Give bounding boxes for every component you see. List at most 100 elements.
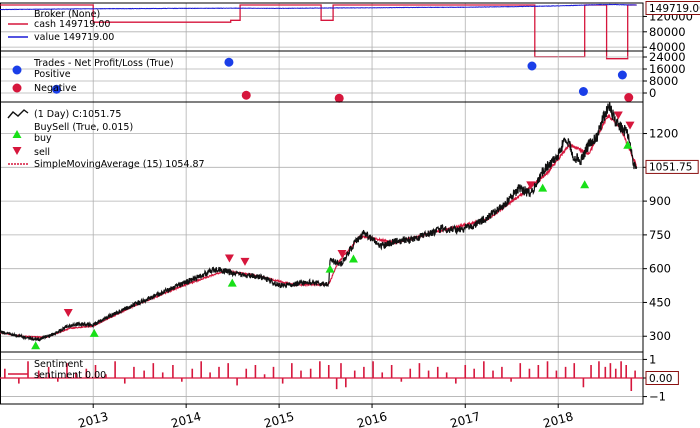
sentiment-bar-57 [528,368,531,378]
sentiment-bar-3 [37,370,40,378]
sentiment-bar-44 [409,368,412,378]
sentiment-bar-22 [218,366,220,378]
sentiment-bar-28 [272,366,275,378]
buy-marker-1 [89,328,99,337]
sentiment-bar-4 [47,366,50,378]
price-panel: 30045060075090010501200(1 Day) C:1051.75… [0,101,699,353]
sentiment-ytick-label: −1 [649,390,666,404]
sentiment-bar-51 [473,368,475,378]
close-legend-swatch [7,109,29,119]
price-frame [0,101,644,353]
sentiment-bar-20 [200,361,202,378]
sentiment-bar-72 [634,370,636,378]
negative-legend-label: Negative [34,83,77,94]
sell-marker-1 [224,254,234,263]
negative-trade-0 [241,90,251,100]
price-ytick-label: 450 [649,295,671,309]
sell-marker-0 [63,309,73,318]
value-legend-label: value 149719.00 [34,32,114,43]
sentiment-bar-36 [340,363,342,378]
sentiment-bar-2 [27,361,29,378]
sell-marker-3 [337,250,347,259]
negative-legend-marker [12,83,22,93]
buy-marker-2 [227,278,237,287]
price-last-value-box [645,159,699,174]
sentiment-legend-label: sentiment 0.00 [34,370,106,381]
sentiment-bar-41 [381,372,384,378]
sentiment-bar-17 [172,365,174,378]
sentiment-bar-59 [546,361,549,378]
buy-marker-7 [623,140,633,149]
x-tick-label-2014: 2014 [170,409,203,428]
positive-trade-4 [617,70,627,80]
value-line [0,3,637,11]
sentiment-bar-32 [309,368,312,378]
sentiment-bar-1 [18,378,20,384]
broker-ytick-label: 40000 [649,40,686,54]
sentiment-bar-66 [604,366,607,378]
broker-last-value-box [645,1,700,15]
trades-ytick-label: 16000 [649,62,686,76]
sentiment-bar-11 [114,361,116,378]
sentiment-bar-54 [501,366,503,378]
price-legend-title: (1 Day) C:1051.75 [34,109,121,120]
positive-trade-0 [52,84,62,94]
negative-trade-2 [624,93,634,102]
sentiment-bar-64 [590,365,592,378]
sentiment-bar-40 [372,361,374,378]
buy-legend-marker [12,130,22,138]
trades-legend-title: Trades - Net Profit/Loss (True) [33,58,174,69]
sentiment-bar-62 [573,363,576,378]
price-ytick-label: 750 [649,228,671,242]
sentiment-bar-0 [4,368,6,378]
sentiment-bar-70 [625,365,627,378]
price-last-value: 1051.75 [649,162,692,174]
price-ytick-label: 900 [649,194,671,208]
sentiment-bar-12 [123,378,126,384]
x-tick-label-2016: 2016 [355,409,388,428]
price-ytick-label: 300 [649,329,671,343]
sentiment-bar-8 [85,368,88,378]
sentiment-bar-52 [483,361,485,378]
sentiment-panel: −101Sentimentsentiment 0.000.00 [0,351,679,405]
sentiment-bar-24 [236,378,238,386]
sentiment-bar-61 [564,366,567,378]
sentiment-bar-30 [291,363,293,378]
buy-marker-5 [538,183,548,192]
sentiment-bar-7 [75,372,77,378]
sentiment-bar-37 [345,378,347,388]
sentiment-bar-15 [152,363,155,378]
close-price-line [0,101,638,342]
positive-trade-1 [224,57,234,67]
buy-marker-0 [31,341,41,350]
sentiment-bar-13 [133,366,135,378]
positive-legend-label: Positive [34,69,71,80]
sentiment-bar-26 [254,365,257,378]
buy-marker-6 [580,180,590,189]
sell-marker-6 [625,121,635,130]
sentiment-bar-53 [492,370,494,378]
sentiment-bar-49 [455,378,457,384]
sentiment-bar-56 [519,363,522,378]
buy-marker-3 [325,264,335,273]
broker-legend-title: Broker (None) [34,9,100,20]
sentiment-bar-21 [209,372,211,378]
trades-ytick-label: 24000 [649,50,686,64]
positive-legend-marker [12,65,22,75]
x-tick-label-2015: 2015 [263,409,296,428]
sentiment-last-value: 0.00 [649,373,672,385]
broker-ytick-label: 80000 [649,25,686,39]
sma-legend-label: SimpleMovingAverage (15) 1054.87 [34,159,205,170]
sentiment-bar-71 [630,378,633,391]
buy-legend-label: buy [34,133,52,144]
buy-marker-4 [348,254,358,263]
buysell-legend-title: BuySell (True, 0.015) [34,122,133,133]
sentiment-bar-60 [555,370,558,378]
sell-marker-2 [240,257,250,266]
x-tick-label-2017: 2017 [449,409,482,428]
sentiment-bar-16 [161,372,164,378]
sentiment-bar-63 [582,378,585,388]
sentiment-bar-34 [327,365,330,378]
